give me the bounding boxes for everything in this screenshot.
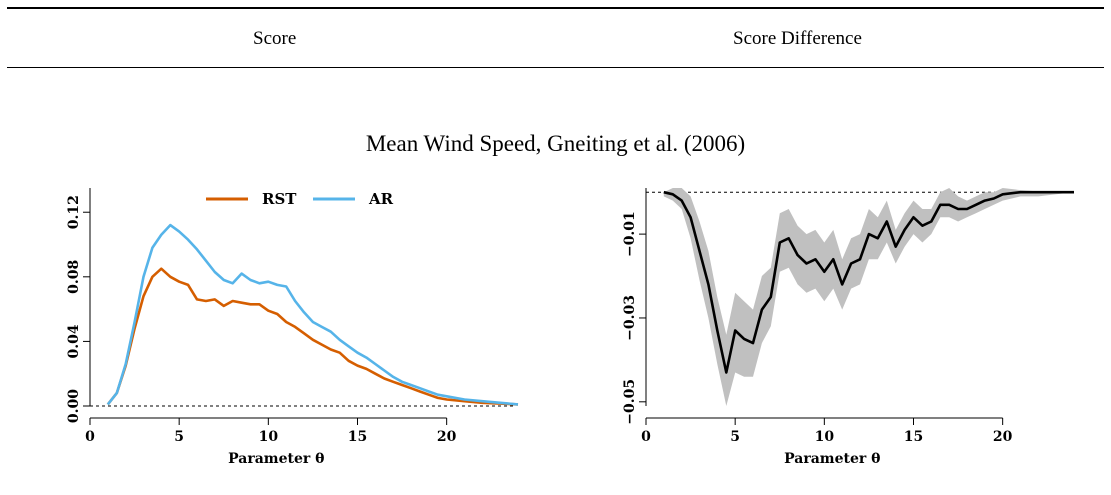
column-header-score: Score (253, 28, 297, 49)
score-chart-legend: RST AR (206, 190, 394, 208)
right-x-tick-label: 10 (815, 429, 835, 445)
right-y-tick-label: −0.03 (622, 295, 638, 341)
right-x-tick-label: 20 (993, 429, 1013, 445)
legend-label-ar: AR (368, 190, 394, 208)
left-x-tick-label: 5 (174, 429, 184, 445)
left-series-line-rst (106, 267, 519, 406)
legend-label-rst: RST (262, 190, 297, 208)
table-top-rule (7, 7, 1104, 9)
left-x-tick-label: 0 (85, 429, 95, 445)
right-y-tick-label: −0.05 (622, 379, 638, 425)
table-header-rule (7, 67, 1104, 68)
right-y-tick-label: −0.01 (622, 211, 638, 257)
left-x-tick-label: 10 (259, 429, 279, 445)
left-y-tick-label: 0.04 (66, 324, 82, 358)
left-x-tick-label: 15 (348, 429, 367, 445)
score-difference-chart: −0.05 −0.03 −0.01 0 5 10 15 20 Parameter θ (622, 188, 1074, 467)
left-y-tick-label: 0.12 (66, 195, 82, 229)
right-x-tick-label: 5 (730, 429, 740, 445)
left-x-axis-title: Parameter θ (228, 451, 324, 467)
left-y-tick-label: 0.08 (66, 260, 82, 294)
score-chart: 0.00 0.04 0.08 0.12 0 5 10 15 20 Parameter θ RST A… (66, 188, 519, 467)
right-x-tick-label: 0 (641, 429, 651, 445)
right-series-line-difference (663, 190, 1074, 374)
right-confidence-band (663, 188, 1074, 406)
right-x-axis-title: Parameter θ (784, 451, 880, 467)
left-y-tick-label: 0.00 (66, 389, 82, 423)
right-x-tick-label: 15 (904, 429, 923, 445)
column-header-score-difference: Score Difference (733, 28, 862, 49)
left-series-line-ar (106, 223, 519, 406)
row-title: Mean Wind Speed, Gneiting et al. (2006) (365, 131, 746, 156)
left-x-tick-label: 20 (437, 429, 457, 445)
